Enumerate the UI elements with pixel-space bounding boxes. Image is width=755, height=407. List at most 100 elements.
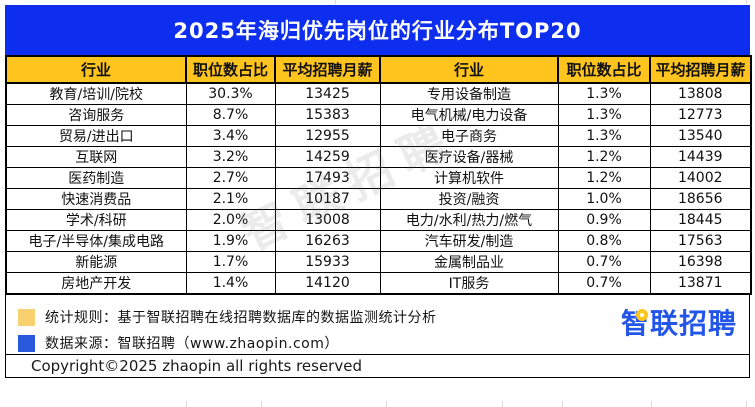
footer-box: 统计规则：基于智联招聘在线招聘数据库的数据监测统计分析 数据来源：智联招聘（ww… [5,295,750,378]
industry-cell: 专用设备制造 [379,82,559,105]
gridline-tick [651,401,652,407]
salary-cell: 14120 [274,272,381,295]
industry-table: 行业 职位数占比 平均招聘月薪 行业 职位数占比 平均招聘月薪 教育/培训/院校… [5,55,752,295]
col-header-share-left: 职位数占比 [185,55,276,84]
note-source-text: 数据来源：智联招聘（www.zhaopin.com） [45,336,339,352]
salary-cell: 16263 [274,230,381,252]
salary-cell: 14439 [649,146,752,168]
industry-cell: 电气机械/电力设备 [379,104,559,126]
industry-cell: 新能源 [5,251,187,273]
gridline-tick [186,401,187,407]
gridline-tick [746,401,747,407]
salary-cell: 13425 [274,82,381,105]
table-row: 快速消费品 2.1% 10187 投资/融资 1.0% 18656 [5,188,752,210]
industry-cell: 快速消费品 [5,188,187,210]
industry-cell: 电力/水利/热力/燃气 [379,209,559,231]
share-cell: 0.9% [557,209,651,231]
share-cell: 1.3% [557,82,651,105]
table-row: 教育/培训/院校 30.3% 13425 专用设备制造 1.3% 13808 [5,82,752,105]
content-sheet: 2025年海归优先岗位的行业分布TOP20 行业 职位数占比 平均招聘月薪 行业… [5,5,752,378]
legend-yellow-square [18,308,35,326]
table-row: 电子/半导体/集成电路 1.9% 16263 汽车研发/制造 0.8% 17563 [5,230,752,252]
gridline-tick [261,401,262,407]
industry-cell: 教育/培训/院校 [5,82,187,105]
share-cell: 1.9% [185,230,276,252]
col-header-industry-left: 行业 [5,55,187,84]
share-cell: 3.4% [185,125,276,147]
salary-cell: 17493 [274,167,381,189]
salary-cell: 17563 [649,230,752,252]
share-cell: 1.0% [557,188,651,210]
table-row: 互联网 3.2% 14259 医疗设备/器械 1.2% 14439 [5,146,752,168]
industry-cell: 咨询服务 [5,104,187,126]
salary-cell: 14002 [649,167,752,189]
share-cell: 1.2% [557,167,651,189]
industry-cell: 汽车研发/制造 [379,230,559,252]
share-cell: 2.0% [185,209,276,231]
salary-cell: 12955 [274,125,381,147]
industry-cell: 计算机软件 [379,167,559,189]
legend-blue-square [18,334,35,352]
share-cell: 1.4% [185,272,276,295]
col-header-salary-right: 平均招聘月薪 [649,55,752,84]
industry-cell: 互联网 [5,146,187,168]
table-row: 新能源 1.7% 15933 金属制品业 0.7% 16398 [5,251,752,273]
salary-cell: 16398 [649,251,752,273]
gridline-tick [335,0,336,4]
col-header-share-right: 职位数占比 [557,55,651,84]
share-cell: 2.1% [185,188,276,210]
salary-cell: 15383 [274,104,381,126]
salary-cell: 13540 [649,125,752,147]
industry-cell: 电子/半导体/集成电路 [5,230,187,252]
note-statistics-text: 统计规则：基于智联招聘在线招聘数据库的数据监测统计分析 [45,310,437,326]
industry-cell: 金属制品业 [379,251,559,273]
industry-cell: 医疗设备/器械 [379,146,559,168]
share-cell: 1.7% [185,251,276,273]
share-cell: 1.2% [557,146,651,168]
industry-cell: 房地产开发 [5,272,187,295]
salary-cell: 13871 [649,272,752,295]
share-cell: 3.2% [185,146,276,168]
table-body: 教育/培训/院校 30.3% 13425 专用设备制造 1.3% 13808 咨询服务 8.7… [5,82,752,295]
salary-cell: 15933 [274,251,381,273]
col-header-industry-right: 行业 [379,55,559,84]
share-cell: 0.7% [557,251,651,273]
gridline-tick [502,401,503,407]
share-cell: 30.3% [185,82,276,105]
table-row: 咨询服务 8.7% 15383 电气机械/电力设备 1.3% 12773 [5,104,752,126]
salary-cell: 12773 [649,104,752,126]
share-cell: 1.3% [557,125,651,147]
share-cell: 2.7% [185,167,276,189]
salary-cell: 18445 [649,209,752,231]
table-row: 学术/科研 2.0% 13008 电力/水利/热力/燃气 0.9% 18445 [5,209,752,231]
salary-cell: 13808 [649,82,752,105]
salary-cell: 18656 [649,188,752,210]
title-banner: 2025年海归优先岗位的行业分布TOP20 [5,5,750,55]
salary-cell: 13008 [274,209,381,231]
table-row: 贸易/进出口 3.4% 12955 电子商务 1.3% 13540 [5,125,752,147]
share-cell: 1.3% [557,104,651,126]
copyright-text: Copyright©2025 zhaopin all rights reserv… [31,357,362,375]
industry-cell: 医药制造 [5,167,187,189]
col-header-salary-left: 平均招聘月薪 [274,55,381,84]
industry-cell: 电子商务 [379,125,559,147]
share-cell: 0.7% [557,272,651,295]
page-title: 2025年海归优先岗位的行业分布TOP20 [173,19,582,43]
share-cell: 8.7% [185,104,276,126]
industry-cell: 学术/科研 [5,209,187,231]
industry-cell: IT服务 [379,272,559,295]
table-row: 房地产开发 1.4% 14120 IT服务 0.7% 13871 [5,272,752,295]
table-row: 医药制造 2.7% 17493 计算机软件 1.2% 14002 [5,167,752,189]
industry-cell: 贸易/进出口 [5,125,187,147]
gridline-tick [746,0,747,4]
share-cell: 0.8% [557,230,651,252]
gridline-tick [386,401,387,407]
zhaopin-logo: 智联招聘 [621,304,737,344]
salary-cell: 10187 [274,188,381,210]
table-header-row: 行业 职位数占比 平均招聘月薪 行业 职位数占比 平均招聘月薪 [5,55,752,84]
industry-cell: 投资/融资 [379,188,559,210]
gridline-tick [562,401,563,407]
logo-yellow-dot-icon [635,309,648,321]
copyright-bar: Copyright©2025 zhaopin all rights reserv… [6,354,749,377]
note-statistics-row: 统计规则：基于智联招聘在线招聘数据库的数据监测统计分析 [18,304,749,330]
